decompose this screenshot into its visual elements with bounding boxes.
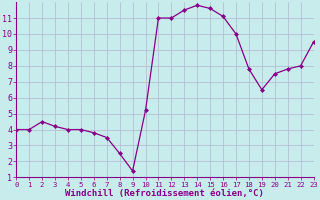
X-axis label: Windchill (Refroidissement éolien,°C): Windchill (Refroidissement éolien,°C): [66, 189, 264, 198]
